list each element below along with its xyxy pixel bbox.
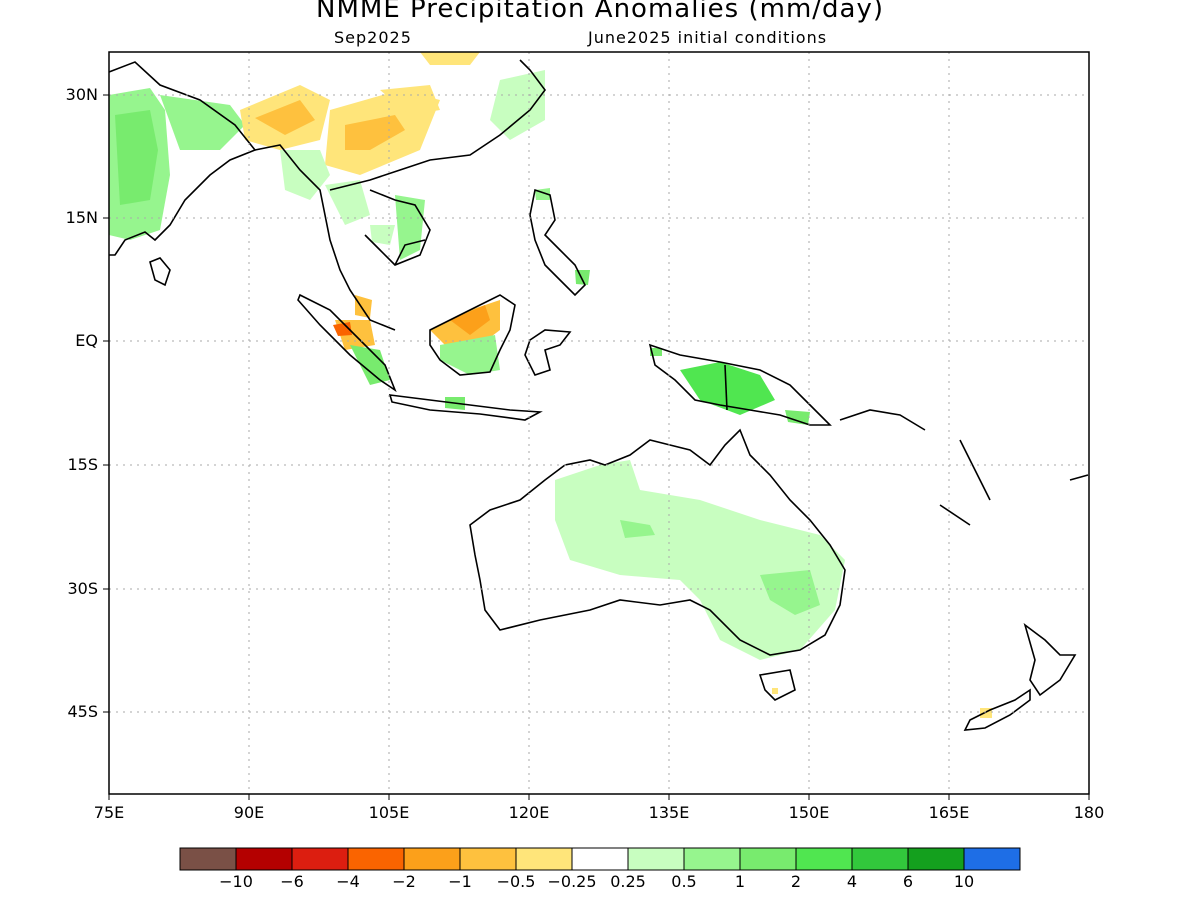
colorbar-swatch [291, 847, 349, 871]
colorbar-label: 4 [846, 872, 858, 891]
lat-label-15n: 15N [65, 208, 98, 227]
colorbar-label: 0.5 [671, 872, 697, 891]
colorbar-swatch [515, 847, 573, 871]
colorbar-swatch [347, 847, 405, 871]
colorbar-swatch [459, 847, 517, 871]
colorbar-label: −10 [219, 872, 253, 891]
lat-label-30s: 30S [67, 579, 98, 598]
anomaly-shading [109, 52, 992, 718]
colorbar-label: 0.25 [610, 872, 646, 891]
colorbar-label: −0.25 [547, 872, 597, 891]
colorbar-label: 10 [953, 872, 975, 891]
colorbar-swatch [963, 847, 1021, 871]
lon-label-75e: 75E [93, 803, 125, 822]
colorbar-label: 1 [734, 872, 746, 891]
colorbar-swatch [851, 847, 909, 871]
lon-label-135e: 135E [648, 803, 690, 822]
colorbar-label: −6 [280, 872, 304, 891]
map-plot-area [109, 52, 1089, 794]
lat-label-30n: 30N [65, 85, 98, 104]
map-title: NMME Precipitation Anomalies (mm/day) [316, 0, 884, 24]
lon-label-165e: 165E [928, 803, 970, 822]
colorbar-swatch [627, 847, 685, 871]
colorbar-swatch [795, 847, 853, 871]
valid-month-label: Sep2025 [334, 28, 412, 47]
colorbar-label: 2 [790, 872, 802, 891]
initial-conditions-label: June2025 initial conditions [588, 28, 828, 47]
colorbar-swatch [403, 847, 461, 871]
lon-label-120e: 120E [508, 803, 550, 822]
colorbar-label: −2 [392, 872, 416, 891]
lat-label-eq: EQ [75, 331, 98, 350]
colorbar-label: −1 [448, 872, 472, 891]
gridlines [109, 52, 1089, 794]
colorbar-swatch [571, 847, 629, 871]
colorbar [179, 847, 1021, 871]
colorbar-swatch [907, 847, 965, 871]
colorbar-swatch [179, 847, 237, 871]
colorbar-label: −4 [336, 872, 360, 891]
tick-marks [103, 94, 1090, 800]
colorbar-label: −0.5 [496, 872, 536, 891]
colorbar-swatch [683, 847, 741, 871]
lon-label-90e: 90E [233, 803, 265, 822]
map-frame [108, 51, 1090, 795]
colorbar-swatch [739, 847, 797, 871]
lat-label-45s: 45S [67, 702, 98, 721]
lon-label-105e: 105E [368, 803, 410, 822]
lon-label-150e: 150E [788, 803, 830, 822]
lat-label-15s: 15S [67, 455, 98, 474]
colorbar-label: 6 [902, 872, 914, 891]
coastlines [109, 59, 1089, 731]
lon-label-180: 180 [1073, 803, 1105, 822]
colorbar-swatch [235, 847, 293, 871]
